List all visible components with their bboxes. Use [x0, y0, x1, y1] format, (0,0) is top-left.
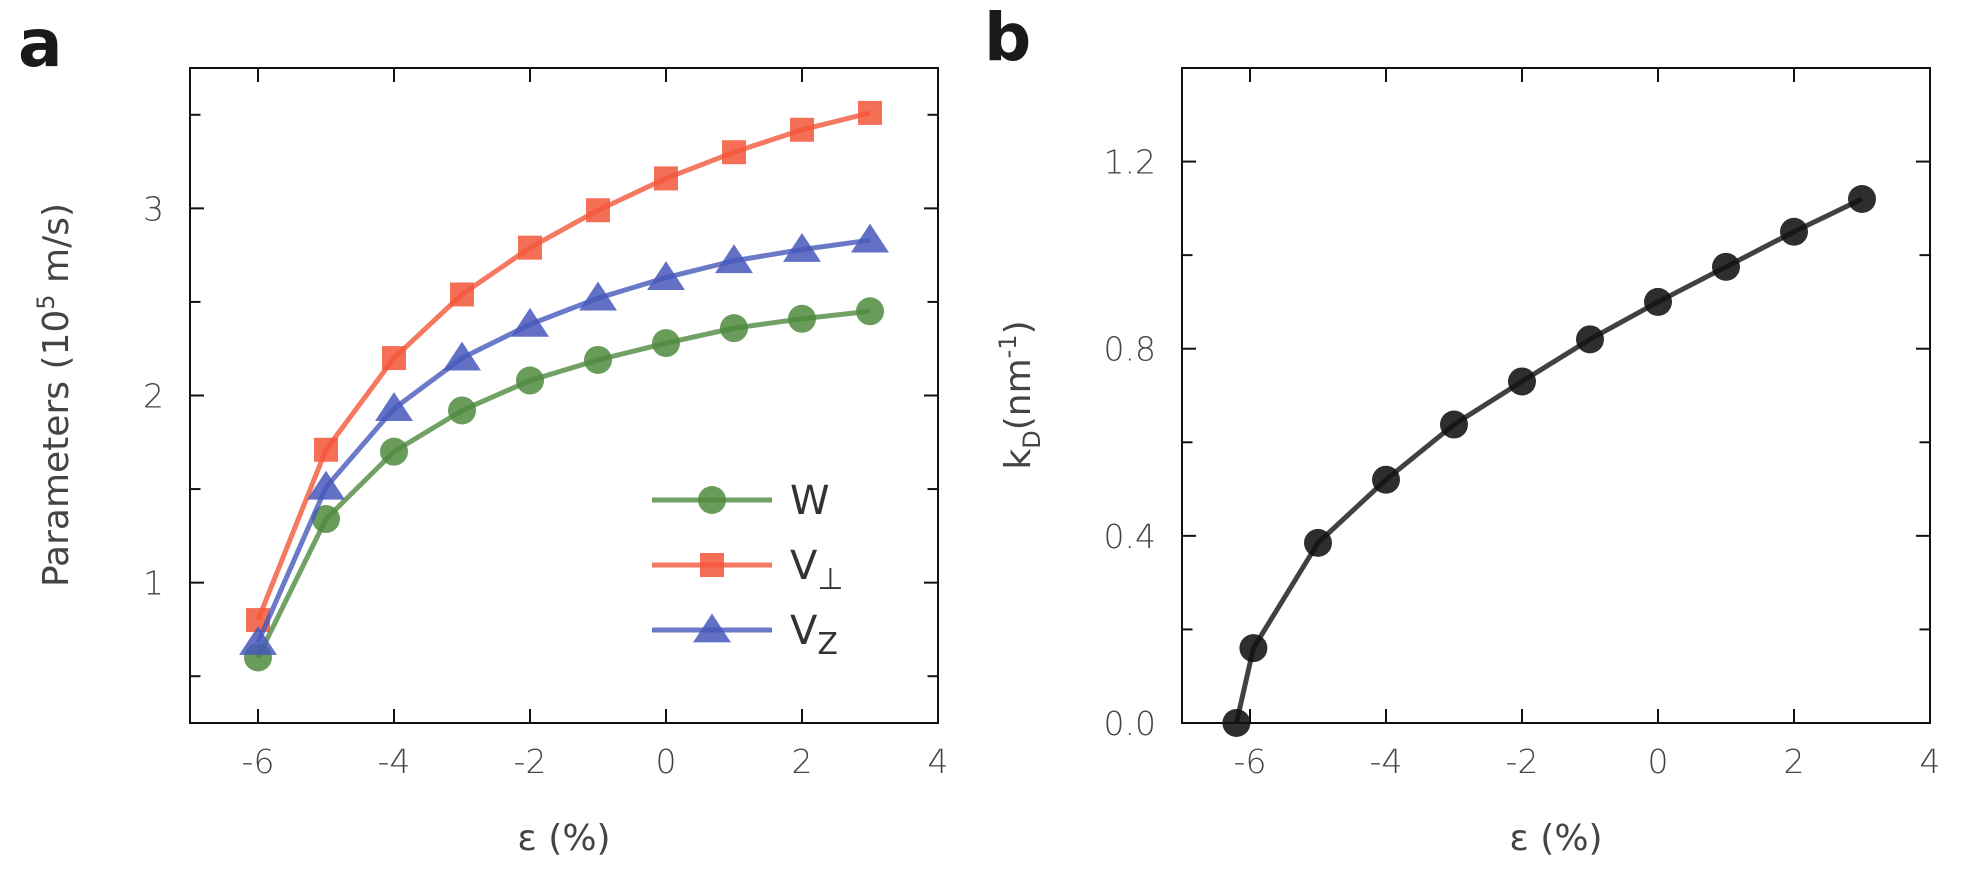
data-point	[647, 261, 685, 290]
data-point	[312, 505, 340, 534]
legend-marker	[693, 613, 731, 643]
panel-b-y-axis-title-sup: -1	[994, 334, 1022, 358]
panel-a-letter: a	[18, 5, 63, 82]
y-tick-label: 0.4	[1104, 517, 1156, 556]
data-point	[1440, 410, 1468, 439]
panel-b: b -6 -4 -2 0 2 4 0.0 0.4 0.8 1.2 ε (%) kD(nm-1)	[984, 0, 1941, 859]
panel-a-frame	[189, 67, 939, 724]
x-tick-label: -2	[514, 742, 547, 781]
data-point	[1576, 325, 1604, 354]
data-point	[586, 198, 610, 223]
x-tick-label: 2	[792, 742, 813, 781]
data-point	[1372, 465, 1400, 494]
data-point	[1848, 185, 1876, 213]
panel-a-ticks	[190, 68, 939, 723]
data-point	[380, 437, 408, 466]
legend-label-main: V	[790, 543, 818, 589]
panel-a-y-axis-title-sup: 5	[32, 294, 60, 309]
panel-b-y-axis-title-mid: (nm	[998, 358, 1039, 430]
data-point	[443, 341, 481, 371]
data-point	[720, 314, 748, 343]
x-tick-label: 0	[656, 742, 677, 781]
data-point	[790, 117, 814, 142]
panel-a-y-axis-title: Parameters (105 m/s)	[32, 203, 77, 587]
data-point	[382, 346, 406, 371]
data-point	[450, 282, 474, 307]
legend-label-sub: Z	[817, 627, 838, 662]
panel-b-frame	[1181, 67, 1931, 724]
legend-marker	[700, 553, 724, 577]
panel-a-tick-labels: -6 -4 -2 0 2 4 1 2 3	[143, 189, 949, 781]
panel-a-y-axis-title-base: Parameters (10	[36, 310, 77, 587]
panel-b-letter: b	[984, 0, 1031, 76]
x-tick-label: 2	[1784, 742, 1805, 781]
data-point	[1712, 252, 1740, 281]
y-tick-label: 0.0	[1104, 704, 1156, 743]
panel-b-tick-labels: -6 -4 -2 0 2 4 0.0 0.4 0.8 1.2	[1104, 143, 1941, 781]
panel-a-x-axis-title: ε (%)	[517, 818, 610, 859]
legend-label: W	[790, 478, 830, 524]
data-point	[307, 470, 345, 500]
y-tick-label: 1.2	[1104, 143, 1156, 182]
panel-b-ticks	[1182, 67, 1931, 724]
data-point	[722, 140, 746, 165]
legend-label: V⊥	[790, 543, 844, 597]
panel-b-y-axis-title: kD(nm-1)	[994, 320, 1046, 469]
data-point	[788, 304, 816, 333]
series-line-0	[1233, 196, 1864, 724]
panel-a-legend: WV⊥VZ	[652, 478, 844, 662]
panel-a: a -6 -4 -2 0 2 4 1 2 3 ε (%) Parameters (105 m/s…	[18, 5, 949, 859]
y-tick-label: 2	[143, 377, 164, 416]
x-tick-label: 4	[928, 742, 949, 781]
data-point	[511, 307, 549, 337]
y-tick-label: 0.8	[1104, 330, 1156, 369]
legend-label-main: W	[790, 478, 830, 524]
data-point	[1780, 217, 1808, 246]
data-point	[858, 100, 882, 125]
data-point	[1304, 528, 1332, 557]
data-point	[1239, 634, 1268, 663]
x-tick-label: -2	[1506, 742, 1539, 781]
data-point	[314, 437, 338, 462]
data-point	[1508, 367, 1536, 396]
data-point	[851, 223, 889, 253]
data-point	[584, 345, 612, 374]
data-point	[783, 233, 821, 262]
data-point	[652, 329, 680, 358]
y-tick-label: 1	[143, 564, 164, 603]
data-point	[579, 281, 617, 311]
x-tick-label: -6	[242, 742, 275, 781]
panel-b-x-axis-title: ε (%)	[1509, 818, 1602, 859]
x-tick-label: 0	[1648, 742, 1669, 781]
x-tick-label: -6	[1234, 742, 1267, 781]
panel-b-series	[1222, 185, 1876, 737]
data-point	[516, 366, 544, 395]
legend-label: VZ	[790, 608, 838, 662]
data-point	[856, 297, 884, 326]
y-tick-label: 3	[143, 189, 164, 228]
panel-a-series	[239, 100, 889, 672]
legend-label-sub: ⊥	[817, 562, 843, 597]
data-point	[239, 626, 277, 655]
panel-a-y-axis-title-end: m/s)	[36, 203, 77, 294]
series-line-0	[255, 308, 871, 659]
panel-b-y-axis-title-sub: D	[1018, 430, 1046, 448]
panel-b-y-axis-title-base: k	[998, 449, 1039, 470]
panel-b-y-axis-title-end: )	[998, 320, 1039, 334]
series-line-2	[255, 237, 871, 644]
data-point	[715, 244, 753, 274]
data-point	[448, 396, 476, 425]
legend-marker	[698, 486, 726, 514]
x-tick-label: 4	[1920, 742, 1941, 781]
legend-label-main: V	[790, 608, 818, 654]
x-tick-label: -4	[1370, 742, 1403, 781]
data-point	[518, 235, 542, 260]
data-point	[375, 392, 413, 421]
data-point	[654, 166, 678, 191]
series-line-1	[255, 110, 871, 621]
data-point	[1644, 287, 1672, 316]
x-tick-label: -4	[378, 742, 411, 781]
